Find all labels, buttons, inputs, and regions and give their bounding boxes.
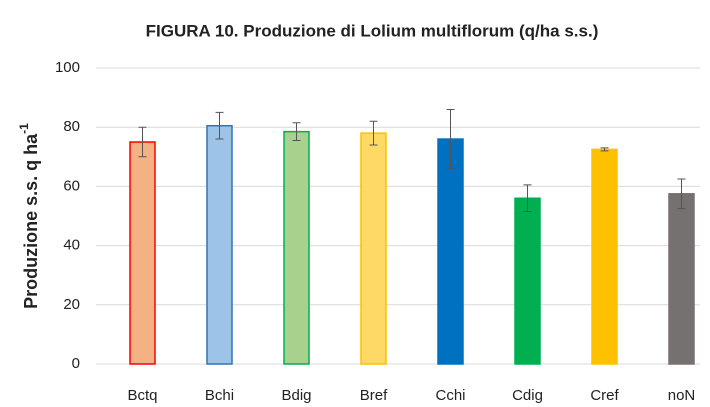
bar: [360, 132, 387, 365]
y-tick-label: 80: [63, 118, 80, 135]
x-tick-label: noN: [668, 387, 696, 404]
x-tick-label: Bctq: [127, 387, 157, 404]
x-tick-label: Bdig: [281, 387, 311, 404]
y-tick-label: 60: [63, 177, 80, 194]
error-bar: [369, 120, 378, 146]
x-tick-label: Cref: [590, 387, 619, 404]
x-tick-label: Cchi: [435, 387, 465, 404]
y-tick-label: 20: [63, 296, 80, 313]
y-axis-label: Produzione s.s. q ha-1: [17, 123, 41, 309]
bar: [514, 197, 541, 365]
x-tick-label: Bchi: [205, 387, 234, 404]
bar: [283, 130, 310, 365]
bar: [206, 124, 233, 365]
chart-title: FIGURA 10. Produzione di Lolium multiflo…: [146, 21, 599, 40]
error-bar: [677, 178, 686, 210]
x-tick-label: Cdig: [512, 387, 543, 404]
y-tick-label: 40: [63, 237, 80, 254]
bar: [668, 193, 695, 365]
error-bar: [215, 111, 224, 140]
bar: [437, 138, 464, 365]
bar: [129, 141, 156, 365]
error-bar: [600, 147, 609, 152]
y-axis-label-superscript: -1: [17, 123, 31, 134]
y-tick-label: 0: [72, 355, 80, 372]
x-tick-label: Bref: [360, 387, 388, 404]
error-bar: [138, 126, 147, 158]
y-axis-label-text: Produzione s.s. q ha: [21, 133, 41, 309]
error-bar: [446, 108, 455, 170]
error-bar: [523, 184, 532, 213]
bar: [591, 148, 618, 365]
y-tick-label: 100: [55, 59, 80, 76]
error-bar: [292, 122, 301, 142]
